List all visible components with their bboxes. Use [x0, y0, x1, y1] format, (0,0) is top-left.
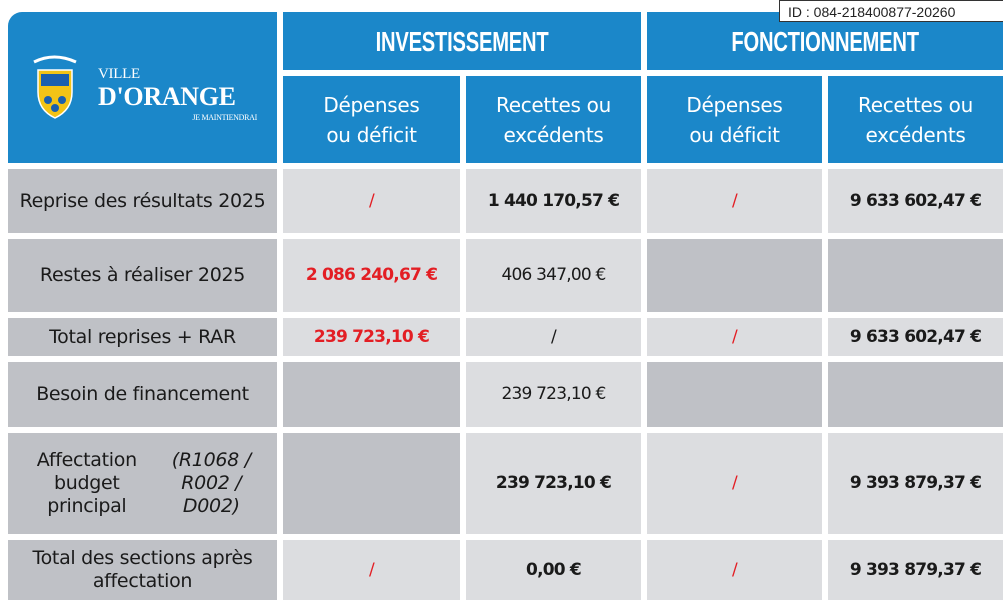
empty-cell — [283, 362, 460, 427]
value-cell: / — [647, 540, 822, 600]
group-header: INVESTISSEMENT — [283, 12, 641, 70]
value-cell: 239 723,10 € — [466, 362, 641, 427]
row-label-text: Affectation budget principal — [36, 449, 137, 517]
value-cell: / — [647, 433, 822, 534]
sub-header: Dépenses ou déficit — [283, 76, 460, 163]
logo: VILLE D'ORANGE JE MAINTIENDRAI — [33, 55, 258, 122]
row-label: Besoin de financement — [8, 362, 277, 427]
row-label-text: Total reprises + RAR — [49, 325, 236, 348]
logo-name: D'ORANGE — [98, 82, 236, 111]
logo-ville: VILLE — [98, 66, 140, 82]
value-cell: / — [283, 169, 460, 233]
empty-cell — [828, 239, 1003, 312]
row-label-text: Restes à réaliser 2025 — [39, 264, 246, 286]
value-cell: 239 723,10 € — [466, 433, 641, 534]
empty-cell — [647, 239, 822, 312]
row-label: Reprise des résultats 2025 — [8, 169, 277, 233]
value-cell: / — [647, 318, 822, 356]
sub-header: Recettes ou excédents — [466, 76, 641, 163]
value-cell: 406 347,00 € — [466, 239, 641, 312]
value-cell: 239 723,10 € — [283, 318, 460, 356]
row-label-text: Total des sections après affectation — [32, 547, 253, 592]
value-cell: 9 393 879,37 € — [828, 540, 1003, 600]
table: VILLE D'ORANGE JE MAINTIENDRAI INVESTISS… — [8, 12, 1003, 600]
row-label: Restes à réaliser 2025 — [8, 239, 277, 312]
value-cell: / — [647, 169, 822, 233]
empty-cell — [647, 362, 822, 427]
value-cell: 9 393 879,37 € — [828, 433, 1003, 534]
id-stamp: ID : 084-218400877-20260 — [779, 0, 1003, 22]
group-label: INVESTISSEMENT — [375, 25, 549, 57]
logo-motto: JE MAINTIENDRAI — [192, 113, 257, 122]
row-label-text: Reprise des résultats 2025 — [19, 189, 266, 212]
row-label: Affectation budget principal (R1068 / R0… — [8, 433, 277, 534]
row-label: Total des sections après affectation — [8, 540, 277, 600]
value-cell: / — [466, 318, 641, 356]
sub-header: Recettes ou excédents — [828, 76, 1003, 163]
row-label-note: (R1068 / R002 / D002) — [171, 449, 251, 517]
value-cell: 0,00 € — [466, 540, 641, 600]
logo-cell: VILLE D'ORANGE JE MAINTIENDRAI — [8, 12, 277, 163]
sub-header: Dépenses ou déficit — [647, 76, 822, 163]
row-label: Total reprises + RAR — [8, 318, 277, 356]
empty-cell — [828, 362, 1003, 427]
value-cell: / — [283, 540, 460, 600]
value-cell: 1 440 170,57 € — [466, 169, 641, 233]
group-label: FONCTIONNEMENT — [731, 25, 919, 57]
row-label-text: Besoin de financement — [36, 383, 249, 405]
empty-cell — [283, 433, 460, 534]
value-cell: 9 633 602,47 € — [828, 169, 1003, 233]
value-cell: 2 086 240,67 € — [283, 239, 460, 312]
value-cell: 9 633 602,47 € — [828, 318, 1003, 356]
